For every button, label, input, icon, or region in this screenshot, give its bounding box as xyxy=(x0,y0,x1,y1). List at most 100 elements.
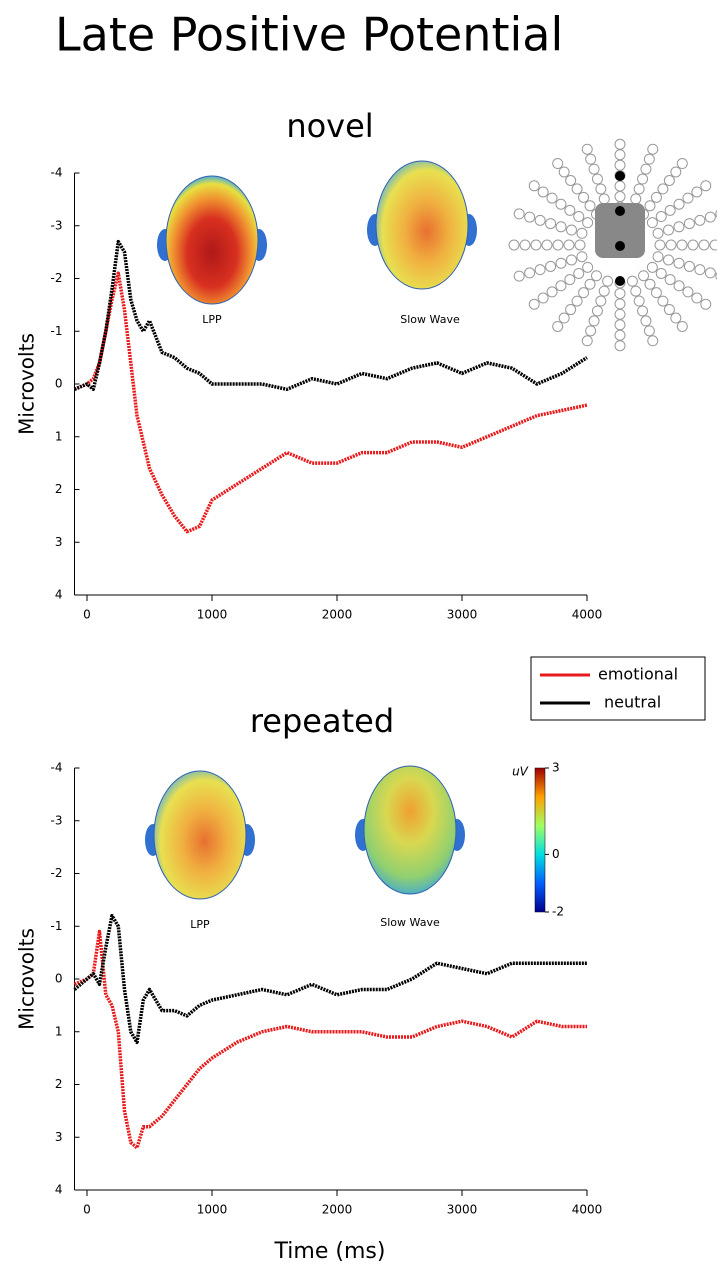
electrode xyxy=(673,257,685,269)
electrode xyxy=(555,221,567,233)
colorbar-tick-label: 3 xyxy=(552,761,560,775)
electrode xyxy=(571,295,583,307)
electrode xyxy=(614,191,626,203)
electrode xyxy=(614,149,626,161)
legend-box xyxy=(530,656,706,721)
electrode xyxy=(534,214,546,226)
electrode xyxy=(541,239,553,251)
y-tick-label: 4 xyxy=(55,588,63,602)
electrode xyxy=(576,227,588,239)
annotation: LPP xyxy=(202,313,222,326)
electrode xyxy=(585,153,597,165)
y-tick-label: 2 xyxy=(55,482,63,496)
electrode xyxy=(644,200,656,212)
electrode xyxy=(614,287,626,299)
electrode xyxy=(614,138,626,150)
electrode xyxy=(614,159,626,171)
head-map xyxy=(165,175,259,305)
electrode xyxy=(646,261,658,273)
electrode-selected xyxy=(615,276,625,286)
electrode xyxy=(676,158,688,170)
colorbar-tick-label: -2 xyxy=(552,905,564,919)
electrode xyxy=(588,315,600,327)
x-tick-label: 4000 xyxy=(572,608,603,622)
electrode xyxy=(646,217,658,229)
y-tick-label: 0 xyxy=(55,377,63,391)
electrode xyxy=(582,261,594,273)
electrode xyxy=(537,292,549,304)
electrode xyxy=(700,180,712,192)
page-title: Late Positive Potential xyxy=(55,8,563,62)
electrode xyxy=(564,204,576,216)
electrode xyxy=(563,239,575,251)
electrode xyxy=(524,267,536,279)
electrode xyxy=(614,319,626,331)
electrode xyxy=(545,260,557,272)
head-map xyxy=(375,160,469,290)
electrode xyxy=(546,192,558,204)
electrode xyxy=(558,166,570,178)
head-map xyxy=(363,765,457,895)
electrode xyxy=(513,270,525,282)
x-tick-label: 3000 xyxy=(447,1203,478,1217)
electrode xyxy=(555,257,567,269)
electrode xyxy=(581,143,593,155)
electrode xyxy=(590,270,602,282)
electrode xyxy=(513,208,525,220)
y-tick-label: 2 xyxy=(55,1077,63,1091)
electrode xyxy=(670,312,682,324)
y-tick-label: -2 xyxy=(51,271,63,285)
series-line xyxy=(73,929,587,1150)
electrode xyxy=(640,163,652,175)
y-tick-label: 1 xyxy=(55,1024,63,1038)
y-tick-label: -1 xyxy=(51,324,63,338)
electrode xyxy=(673,280,685,292)
electrode xyxy=(694,264,706,276)
electrode xyxy=(673,198,685,210)
annotation: Slow Wave xyxy=(380,916,440,929)
electrode xyxy=(558,312,570,324)
electrode xyxy=(654,239,666,251)
x-tick-label: 0 xyxy=(83,1203,91,1217)
colorbar-label: uV xyxy=(512,765,529,779)
electrode xyxy=(571,183,583,195)
electrode xyxy=(664,274,676,286)
electrode xyxy=(595,295,607,307)
electrode xyxy=(698,239,710,251)
electrode xyxy=(555,198,567,210)
electrode xyxy=(565,254,577,266)
electrode xyxy=(565,224,577,236)
electrode xyxy=(576,251,588,263)
y-axis-label: Microvolts xyxy=(15,928,39,1030)
electrode xyxy=(598,193,610,205)
x-tick-label: 3000 xyxy=(447,608,478,622)
electrode xyxy=(633,295,645,307)
y-tick-label: 1 xyxy=(55,429,63,443)
electrode xyxy=(534,264,546,276)
legend-label: emotional xyxy=(598,665,678,684)
electrode xyxy=(650,287,662,299)
x-tick-label: 1000 xyxy=(197,1203,228,1217)
electrode xyxy=(664,204,676,216)
electrode xyxy=(546,286,558,298)
electrode xyxy=(644,278,656,290)
electrode xyxy=(598,285,610,297)
electrode xyxy=(591,173,603,185)
electrode xyxy=(565,174,577,186)
colorbar-tick-label: 0 xyxy=(552,847,560,861)
electrode xyxy=(682,286,694,298)
electrode xyxy=(655,211,667,223)
electrode xyxy=(573,211,585,223)
chart-title: novel xyxy=(286,107,373,145)
electrode xyxy=(585,325,597,337)
electrode xyxy=(552,320,564,332)
electrode xyxy=(582,217,594,229)
electrode xyxy=(652,251,664,263)
electrode xyxy=(643,325,655,337)
x-tick-label: 1000 xyxy=(197,608,228,622)
head-map xyxy=(153,770,247,900)
electrode xyxy=(614,298,626,310)
electrode xyxy=(555,280,567,292)
electrode xyxy=(700,298,712,310)
electrode xyxy=(637,305,649,317)
